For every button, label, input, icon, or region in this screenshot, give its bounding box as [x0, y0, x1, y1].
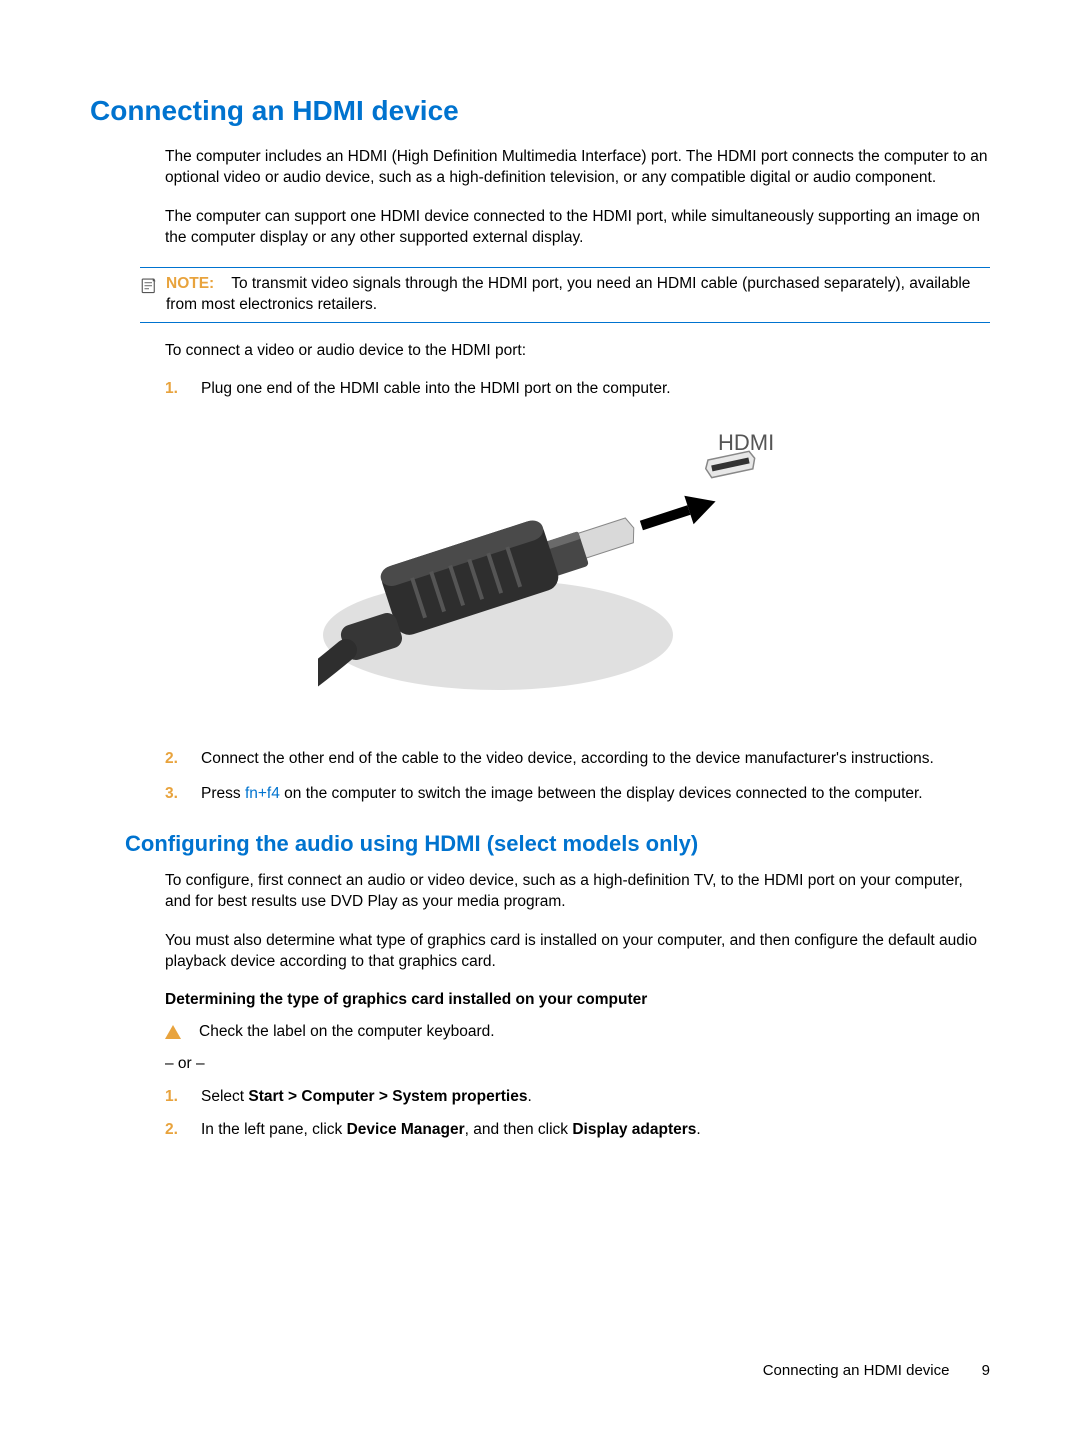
heading-2: Configuring the audio using HDMI (select…	[125, 831, 990, 857]
bullet-text: Check the label on the computer keyboard…	[199, 1023, 495, 1041]
ordered-list: 1. Plug one end of the HDMI cable into t…	[165, 379, 990, 400]
note-label: NOTE:	[166, 275, 214, 292]
note-block: NOTE: To transmit video signals through …	[140, 267, 990, 323]
paragraph: To connect a video or audio device to th…	[165, 341, 990, 362]
list-text: Connect the other end of the cable to th…	[201, 749, 990, 770]
page-number: 9	[982, 1362, 990, 1379]
list-text: Plug one end of the HDMI cable into the …	[201, 379, 990, 400]
triangle-icon	[165, 1025, 181, 1039]
heading-1: Connecting an HDMI device	[90, 95, 990, 127]
note-text: NOTE: To transmit video signals through …	[166, 274, 990, 316]
paragraph: To configure, first connect an audio or …	[165, 871, 990, 913]
paragraph: You must also determine what type of gra…	[165, 931, 990, 973]
body-content: To configure, first connect an audio or …	[165, 871, 990, 1141]
list-number: 2.	[165, 749, 183, 770]
bullet-item: Check the label on the computer keyboard…	[165, 1023, 990, 1041]
note-icon	[140, 276, 158, 294]
paragraph: The computer can support one HDMI device…	[165, 207, 990, 249]
list-item: 2. In the left pane, click Device Manage…	[165, 1120, 990, 1141]
sub-heading: Determining the type of graphics card in…	[165, 991, 990, 1009]
or-separator: – or –	[165, 1055, 990, 1073]
ordered-list: 2. Connect the other end of the cable to…	[165, 749, 990, 805]
list-number: 1.	[165, 379, 183, 400]
list-item: 1. Select Start > Computer > System prop…	[165, 1087, 990, 1108]
list-text: Select Start > Computer > System propert…	[201, 1087, 990, 1108]
list-text: In the left pane, click Device Manager, …	[201, 1120, 990, 1141]
body-content: The computer includes an HDMI (High Defi…	[165, 147, 990, 249]
list-number: 1.	[165, 1087, 183, 1108]
list-number: 2.	[165, 1120, 183, 1141]
list-text: Press fn+f4 on the computer to switch th…	[201, 784, 990, 805]
hdmi-cable-figure: HDMI	[165, 420, 990, 725]
page-footer: Connecting an HDMI device 9	[763, 1362, 990, 1379]
body-content: To connect a video or audio device to th…	[165, 341, 990, 806]
list-number: 3.	[165, 784, 183, 805]
list-item: 1. Plug one end of the HDMI cable into t…	[165, 379, 990, 400]
ordered-list: 1. Select Start > Computer > System prop…	[165, 1087, 990, 1141]
note-body: To transmit video signals through the HD…	[166, 275, 970, 313]
list-item: 3. Press fn+f4 on the computer to switch…	[165, 784, 990, 805]
paragraph: The computer includes an HDMI (High Defi…	[165, 147, 990, 189]
list-item: 2. Connect the other end of the cable to…	[165, 749, 990, 770]
document-page: Connecting an HDMI device The computer i…	[0, 0, 1080, 1213]
footer-title: Connecting an HDMI device	[763, 1362, 950, 1379]
keyboard-shortcut: fn+f4	[245, 785, 280, 802]
